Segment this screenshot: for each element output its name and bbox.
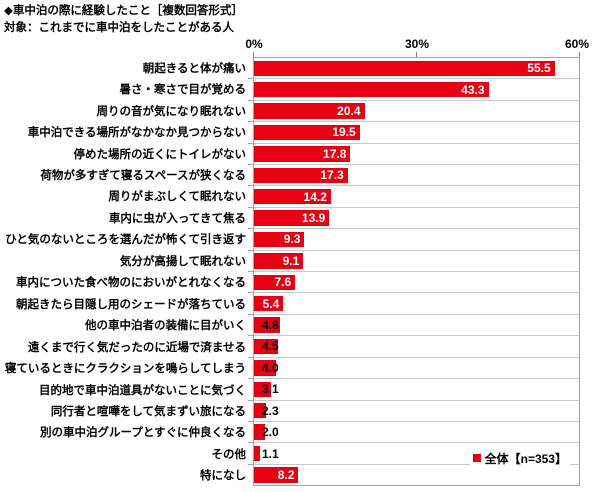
- category-label: 車内に虫が入ってきて焦る: [108, 212, 246, 225]
- category-label: 寝ているときにクラクションを鳴らしてしまう: [4, 363, 246, 376]
- bar-value-label: 55.5: [527, 61, 551, 76]
- category-label: 周りがまぶしくて眠れない: [108, 191, 246, 204]
- category-label: 遠くまで行く気だったのに近場で済ませる: [27, 341, 246, 354]
- bar-value-label: 13.9: [301, 211, 326, 226]
- chart-subtitle: 対象：これまでに車中泊をしたことがある人: [4, 22, 234, 34]
- bar: 9.3: [254, 231, 305, 248]
- bar: 8.2: [254, 467, 299, 483]
- bar: 19.5: [254, 124, 360, 141]
- legend-marker-square-icon: [472, 454, 481, 462]
- bar-value-label: 14.2: [303, 189, 327, 204]
- legend-label: 全体【n=353】: [484, 451, 567, 466]
- bar: 9.1: [254, 253, 304, 269]
- bar-value-label: 1.1: [262, 446, 279, 461]
- bar: 17.8: [254, 146, 351, 162]
- bar: [254, 381, 271, 397]
- bar: 43.3: [254, 81, 489, 98]
- bar-row: 4.0: [248, 358, 579, 380]
- category-label: 荷物が多すぎて寝るスペースが狭くなる: [40, 169, 246, 182]
- category-label: 車内についた食べ物のにおいがとれなくなる: [16, 277, 246, 290]
- category-label: 周りの音が気になり眠れない: [96, 105, 247, 118]
- bar-value-label: 4.0: [262, 360, 279, 375]
- bar: 13.9: [254, 210, 330, 226]
- bar: [254, 403, 267, 419]
- bar: 20.4: [254, 103, 365, 119]
- bar-row: 2.3: [248, 401, 579, 423]
- bar-row: 3.1: [248, 379, 579, 401]
- category-label: 朝起きたら目隠し用のシェードが落ちている: [16, 298, 246, 311]
- bar-value-label: 19.5: [332, 125, 356, 140]
- bar: 55.5: [254, 60, 555, 76]
- bar: [254, 338, 279, 355]
- category-label: 車中泊できる場所がなかなか見つからない: [27, 127, 246, 140]
- bar-row: 14.2: [248, 186, 579, 209]
- bar-value-label: 2.3: [262, 403, 279, 418]
- category-label: 同行者と喧嘩をして気まずい旅になる: [50, 405, 246, 418]
- bar-row: 55.5: [248, 58, 579, 80]
- bar: 17.3: [254, 167, 348, 183]
- bar-value-label: 2.0: [262, 425, 279, 440]
- bar-row: 4.5: [248, 336, 579, 359]
- category-label: 朝起きると体が痛い: [142, 62, 246, 75]
- bar-row: 2.0: [248, 422, 579, 444]
- bar-value-label: 20.4: [337, 104, 361, 119]
- bar-row: 8.2: [254, 465, 579, 485]
- bar-value-label: 3.1: [262, 382, 279, 397]
- bar: [254, 317, 280, 333]
- bar-value-label: 9.3: [283, 232, 301, 247]
- category-label: 気分が高揚して眠れない: [119, 255, 246, 268]
- bar-row: 7.6: [248, 272, 579, 294]
- bar-value-label: 9.1: [282, 253, 300, 268]
- category-label: その他: [211, 448, 247, 461]
- category-label: 他の車中泊者の装備に目がいく: [85, 320, 246, 333]
- bar-row: 17.3: [248, 165, 579, 187]
- bar: 7.6: [254, 274, 296, 290]
- bar-value-label: 5.4: [262, 296, 280, 311]
- bar: [254, 360, 276, 376]
- x-axis-tick-label-30: 30%: [404, 37, 430, 51]
- bar-row: 13.9: [248, 208, 579, 230]
- bar-row: 5.4: [248, 293, 579, 316]
- bar-row: 20.4: [248, 101, 579, 123]
- bar-row: 43.3: [248, 79, 579, 102]
- bar-row: 17.8: [248, 144, 579, 166]
- x-axis-tick-label-0: 0%: [245, 37, 263, 51]
- bar: 5.4: [254, 295, 284, 312]
- bar: 14.2: [254, 188, 331, 205]
- category-label: 停めた場所の近くにトイレがない: [73, 148, 247, 161]
- bar-value-label: 43.3: [461, 82, 485, 97]
- x-axis-tick-label-60: 60%: [564, 37, 590, 51]
- category-label: 暑さ・寒さで目が覚める: [119, 84, 247, 97]
- bar-value-label: 17.8: [323, 146, 347, 161]
- bar-row: 1.1: [248, 443, 579, 466]
- legend: 全体【n=353】: [469, 450, 570, 466]
- bar-row: 9.3: [248, 229, 579, 252]
- x-axis-tick-mark: [579, 52, 580, 57]
- chart-title: ◆車中泊の際に経験したこと［複数回答形式］: [4, 5, 243, 17]
- bar-value-label: 8.2: [277, 467, 295, 482]
- category-axis-labels: 朝起きると体が痛い暑さ・寒さで目が覚める周りの音が気になり眠れない車中泊できる場…: [0, 57, 246, 486]
- bar: [254, 445, 260, 462]
- x-axis-tick-mark: [253, 52, 254, 57]
- x-axis-tick-mark: [416, 52, 417, 57]
- category-label: ひと気のないところを選んだが怖くて引き返す: [5, 234, 246, 247]
- category-label: 目的地で車中泊道具がないことに気づく: [39, 384, 246, 397]
- category-label: 特になし: [200, 470, 246, 483]
- bar-value-label: 4.5: [262, 339, 279, 354]
- bar-value-label: 4.8: [262, 318, 279, 333]
- bar: [254, 424, 265, 440]
- bar-value-label: 7.6: [274, 275, 292, 290]
- bar-row: 19.5: [248, 122, 579, 145]
- plot-area: 55.5 43.3 20.4 19.5 17.8 17.3 14.2 13.9 9.3 9.1 7.…: [248, 57, 580, 486]
- bar-row: 4.8: [248, 315, 579, 337]
- bar-value-label: 17.3: [320, 168, 344, 183]
- bar-row: 9.1: [248, 251, 579, 273]
- category-label: 別の車中泊グループとすぐに仲良くなる: [40, 427, 246, 440]
